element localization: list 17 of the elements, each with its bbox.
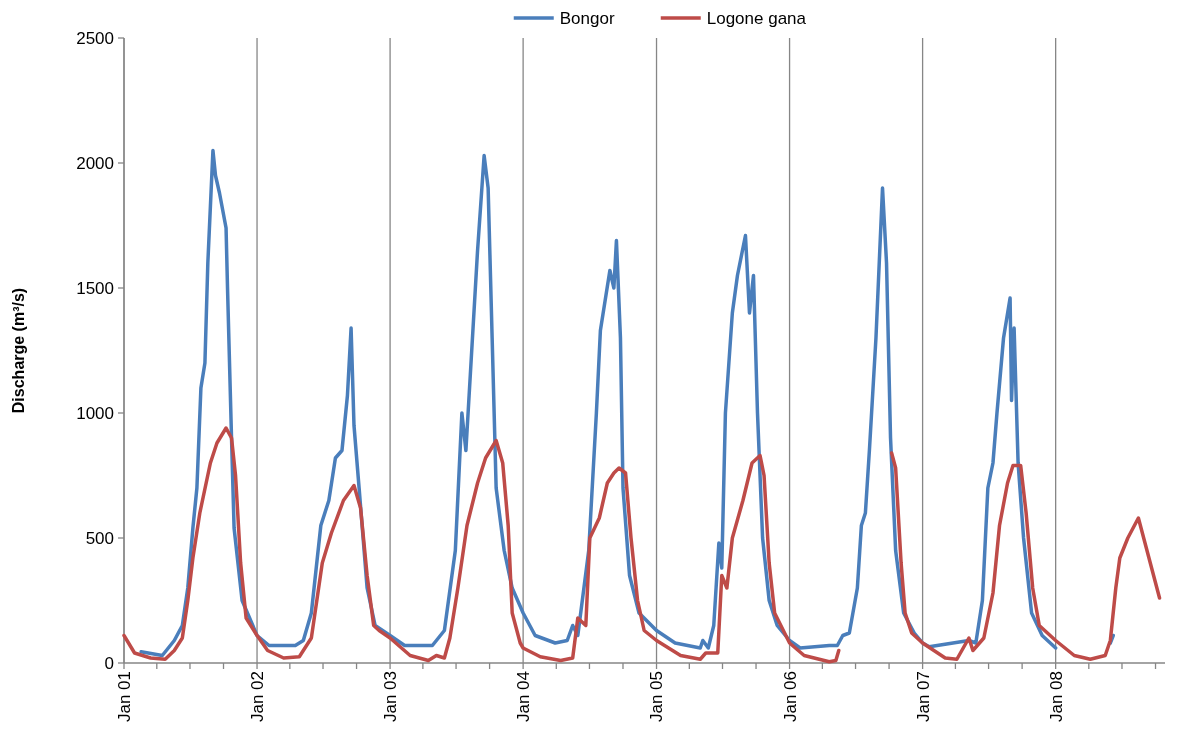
y-tick-label: 1500 [76, 278, 114, 298]
y-tick-label: 2500 [76, 28, 114, 48]
y-tick-label: 0 [104, 653, 114, 673]
y-tick-label: 2000 [76, 153, 114, 173]
legend-label: Bongor [559, 8, 615, 28]
y-tick-label: 1000 [76, 403, 114, 423]
y-axis-title: Discharge (m³/s) [10, 287, 27, 414]
y-tick-label: 500 [85, 528, 114, 548]
x-tick-label: Jan 07 [913, 671, 933, 723]
x-tick-label: Jan 06 [780, 671, 800, 723]
x-tick-label: Jan 01 [114, 671, 134, 723]
legend-label: Logone gana [706, 8, 807, 28]
x-tick-label: Jan 05 [647, 671, 667, 723]
x-tick-label: Jan 02 [247, 671, 267, 723]
x-tick-label: Jan 08 [1046, 671, 1066, 723]
x-tick-label: Jan 04 [514, 671, 534, 723]
x-tick-label: Jan 03 [381, 671, 401, 723]
